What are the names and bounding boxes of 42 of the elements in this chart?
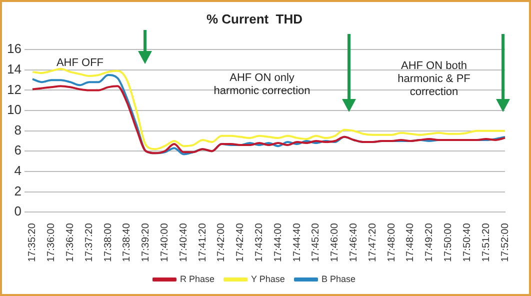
x-tick-label: 17:42:00 [216,222,228,262]
x-tick-label: 17:46:40 [348,222,360,262]
x-tick-label: 17:36:40 [65,222,76,262]
y-tick-label: 10 [6,102,22,118]
y-tick-label: 2 [14,183,22,198]
legend-label: Y Phase [250,274,285,284]
x-tick-label: 17:45:20 [310,222,322,262]
y-tick-label: 14 [6,61,22,76]
annotation: AHF ON only harmonic correction [214,72,310,98]
x-tick-label: 17:43:20 [254,222,266,262]
y-tick-label: 12 [6,82,22,97]
x-tick-label: 17:39:20 [140,222,152,262]
x-tick-label: 17:46:00 [330,222,341,262]
x-tick-label: 17:37:20 [84,222,95,262]
y-tick-label: 16 [6,41,22,56]
x-tick-label: 17:36:00 [46,222,58,262]
y-tick-label: 4 [14,163,22,178]
chart-title: % Current THD [206,11,303,26]
x-tick-label: 17:48:00 [386,222,398,262]
x-tick-label: 17:49:20 [424,222,436,262]
y-tick-label: 6 [14,142,22,158]
annotation: AHF ON both harmonic & PF correction [398,60,471,98]
x-tick-label: 17:40:00 [160,222,171,262]
legend-label: R Phase [180,274,214,284]
annotation: AHF OFF [56,57,104,70]
x-tick-label: 17:51:20 [480,222,492,262]
legend-label: B Phase [322,274,356,284]
x-tick-label: 17:52:00 [500,222,511,262]
x-tick-label: 17:44:00 [272,222,284,262]
y-tick-label: 0 [14,204,22,219]
x-tick-label: 17:41:20 [197,222,208,262]
x-tick-label: 17:44:40 [292,222,303,262]
x-tick-label: 17:48:40 [405,222,416,262]
x-tick-label: 17:50:00 [443,222,454,262]
x-tick-label: 17:50:40 [462,222,473,262]
y-tick-label: 8 [14,122,22,138]
x-tick-label: 17:35:20 [27,222,38,262]
x-tick-label: 17:40:40 [178,222,190,262]
x-tick-label: 17:38:40 [122,222,133,262]
x-tick-label: 17:42:40 [235,222,246,262]
x-tick-label: 17:38:00 [102,222,114,262]
x-tick-label: 17:47:20 [367,222,378,262]
